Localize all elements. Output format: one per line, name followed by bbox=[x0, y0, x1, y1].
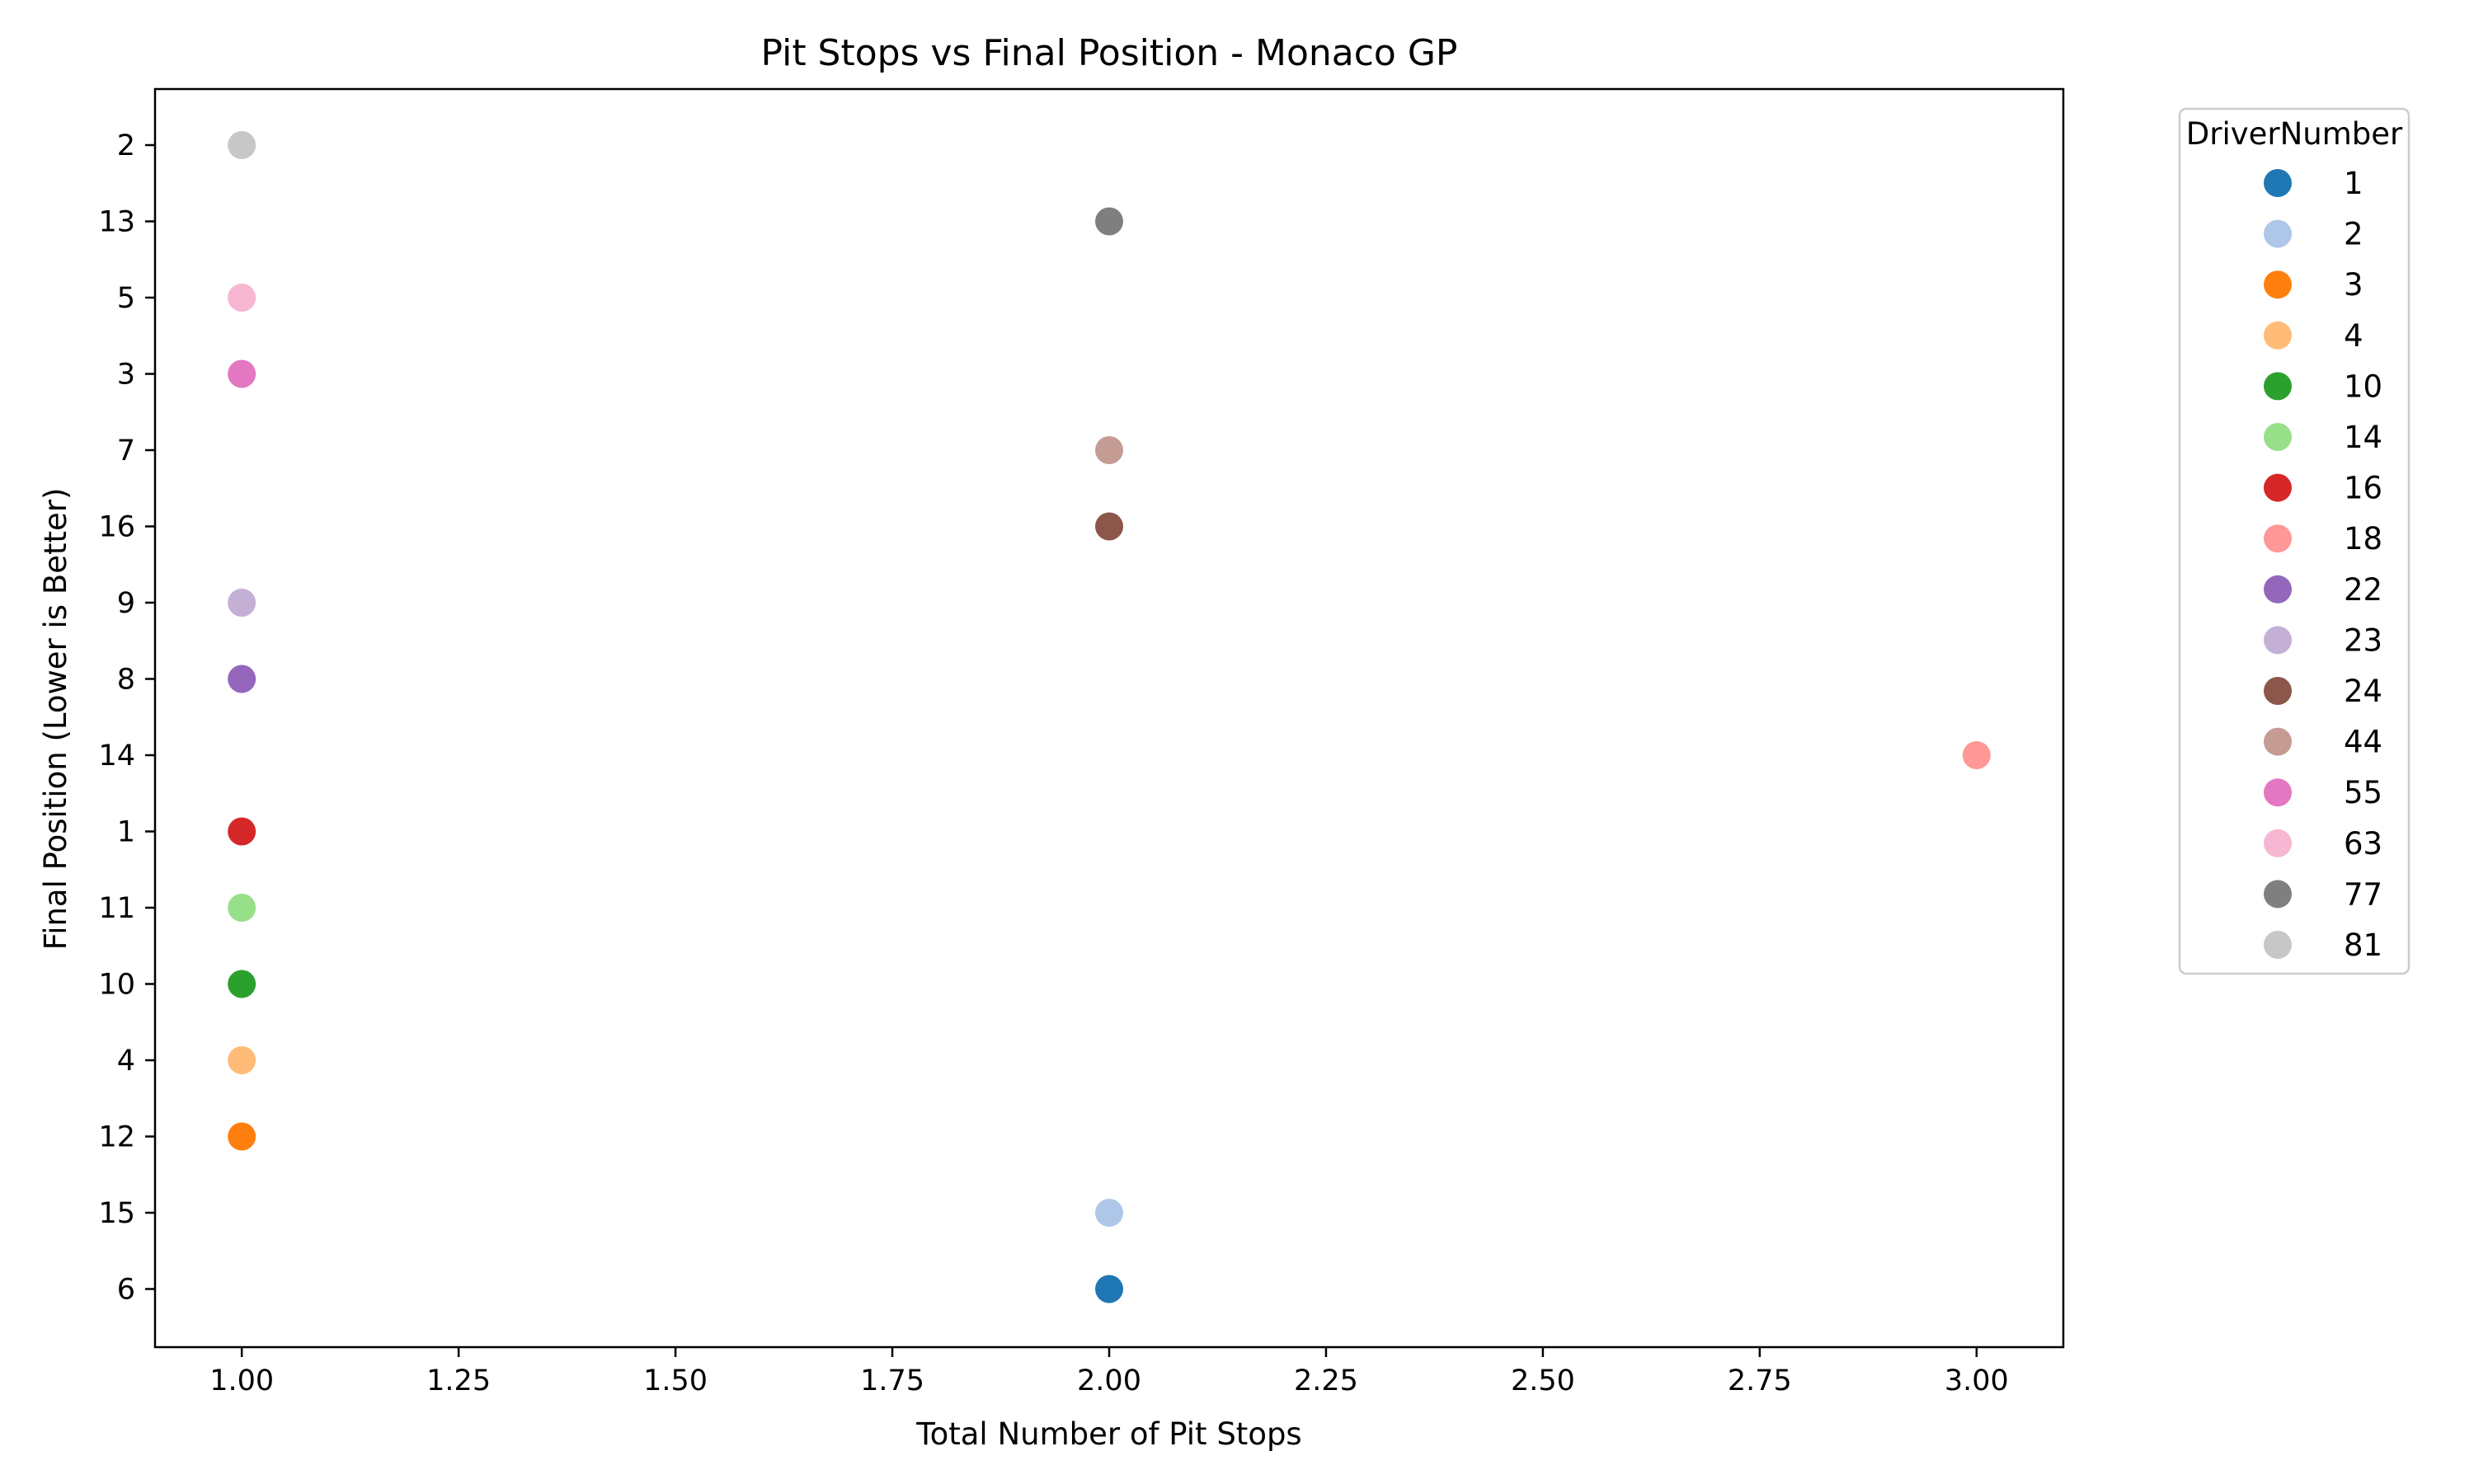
y-tick-label: 16 bbox=[98, 511, 135, 544]
y-tick-label: 1 bbox=[117, 816, 135, 849]
legend-label-63: 63 bbox=[2344, 826, 2382, 862]
legend-marker-63 bbox=[2264, 829, 2292, 857]
legend-label-18: 18 bbox=[2344, 521, 2382, 556]
data-point-driver-55 bbox=[228, 359, 256, 388]
legend-label-3: 3 bbox=[2344, 267, 2363, 303]
x-tick-label: 1.75 bbox=[860, 1364, 924, 1397]
y-tick-label: 4 bbox=[117, 1045, 135, 1078]
x-tick-label: 2.50 bbox=[1511, 1364, 1575, 1397]
legend-label-22: 22 bbox=[2344, 572, 2382, 608]
legend-label-55: 55 bbox=[2344, 775, 2382, 810]
y-tick-label: 13 bbox=[98, 206, 135, 239]
x-tick-label: 2.75 bbox=[1728, 1364, 1792, 1397]
legend-label-81: 81 bbox=[2344, 928, 2382, 963]
legend-label-24: 24 bbox=[2344, 674, 2382, 709]
data-point-driver-23 bbox=[228, 589, 256, 617]
legend-label-44: 44 bbox=[2344, 725, 2382, 760]
y-tick-label: 15 bbox=[98, 1197, 135, 1230]
legend-marker-23 bbox=[2264, 626, 2292, 655]
legend-marker-3 bbox=[2264, 270, 2292, 299]
legend-label-1: 1 bbox=[2344, 166, 2363, 201]
legend-title: DriverNumber bbox=[2186, 116, 2403, 152]
legend-marker-1 bbox=[2264, 169, 2292, 197]
legend-label-4: 4 bbox=[2344, 318, 2363, 354]
x-tick-label: 1.00 bbox=[209, 1364, 274, 1397]
data-point-driver-3 bbox=[228, 1122, 256, 1151]
legend-marker-22 bbox=[2264, 575, 2292, 603]
y-tick-label: 12 bbox=[98, 1121, 135, 1154]
data-point-driver-10 bbox=[228, 970, 256, 998]
legend-marker-18 bbox=[2264, 524, 2292, 553]
data-point-driver-2 bbox=[1095, 1199, 1123, 1227]
data-point-driver-18 bbox=[1962, 741, 1991, 769]
x-axis-label: Total Number of Pit Stops bbox=[915, 1416, 1301, 1452]
x-tick-label: 1.25 bbox=[426, 1364, 491, 1397]
legend-label-16: 16 bbox=[2344, 471, 2382, 506]
data-point-driver-63 bbox=[228, 284, 256, 312]
y-tick-label: 9 bbox=[117, 587, 135, 620]
x-tick-label: 2.25 bbox=[1294, 1364, 1358, 1397]
data-point-driver-1 bbox=[1095, 1275, 1123, 1303]
y-axis-label: Final Position (Lower is Better) bbox=[38, 488, 73, 951]
y-tick-label: 10 bbox=[98, 969, 135, 1002]
legend-marker-24 bbox=[2264, 677, 2292, 705]
legend-marker-81 bbox=[2264, 931, 2292, 959]
y-tick-label: 6 bbox=[117, 1274, 135, 1307]
y-tick-label: 5 bbox=[117, 282, 135, 315]
legend: DriverNumber 123410141618222324445563778… bbox=[2178, 107, 2411, 975]
plot-area: 1.00 1.25 1.50 1.75 2.00 2.25 2.50 2.75 3.002135… bbox=[98, 87, 2065, 1397]
legend-marker-16 bbox=[2264, 473, 2292, 502]
legend-marker-10 bbox=[2264, 372, 2292, 401]
x-tick-label: 3.00 bbox=[1945, 1364, 2009, 1397]
y-tick-label: 2 bbox=[117, 129, 135, 162]
chart-title: Pit Stops vs Final Position - Monaco GP bbox=[761, 32, 1458, 74]
legend-marker-2 bbox=[2264, 219, 2292, 248]
y-tick-label: 7 bbox=[117, 434, 135, 467]
data-point-driver-77 bbox=[1095, 207, 1123, 236]
legend-label-2: 2 bbox=[2344, 217, 2363, 252]
x-tick-label: 1.50 bbox=[643, 1364, 708, 1397]
legend-marker-44 bbox=[2264, 727, 2292, 756]
data-point-driver-44 bbox=[1095, 436, 1123, 464]
y-tick-label: 11 bbox=[98, 892, 135, 925]
legend-marker-4 bbox=[2264, 321, 2292, 350]
legend-frame bbox=[2178, 107, 2411, 975]
legend-label-10: 10 bbox=[2344, 369, 2382, 404]
legend-marker-77 bbox=[2264, 880, 2292, 909]
legend-marker-14 bbox=[2264, 423, 2292, 451]
legend-marker-55 bbox=[2264, 778, 2292, 807]
data-point-driver-14 bbox=[228, 894, 256, 922]
data-point-driver-24 bbox=[1095, 512, 1123, 541]
x-tick-label: 2.00 bbox=[1077, 1364, 1141, 1397]
y-tick-label: 8 bbox=[117, 664, 135, 697]
y-tick-label: 14 bbox=[98, 740, 135, 773]
y-tick-label: 3 bbox=[117, 359, 135, 392]
data-point-driver-16 bbox=[228, 817, 256, 846]
legend-label-77: 77 bbox=[2344, 876, 2382, 912]
data-point-driver-81 bbox=[228, 131, 256, 159]
axes-frame bbox=[153, 87, 2065, 1349]
data-point-driver-22 bbox=[228, 665, 256, 693]
legend-label-23: 23 bbox=[2344, 622, 2382, 658]
data-point-driver-4 bbox=[228, 1046, 256, 1074]
legend-label-14: 14 bbox=[2344, 420, 2382, 455]
